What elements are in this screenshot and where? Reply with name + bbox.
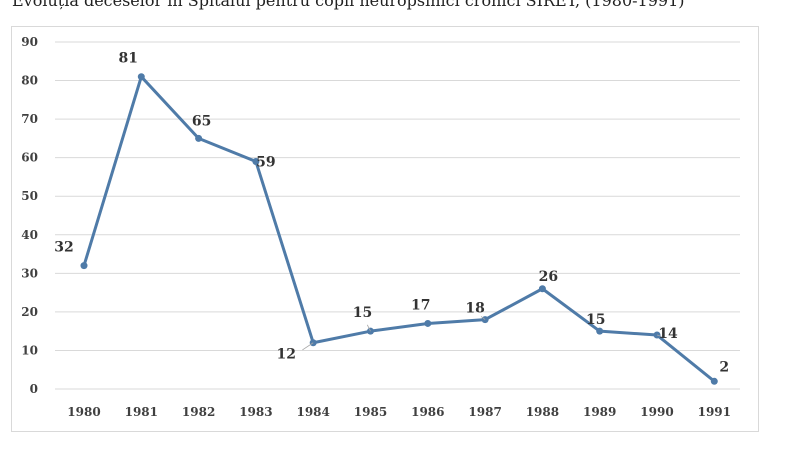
data-label-1991: 2 (719, 359, 729, 375)
y-tick-label-50: 50 (21, 189, 38, 203)
data-point-1981 (137, 73, 145, 81)
data-label-1986: 17 (411, 297, 430, 313)
y-tick-label-60: 60 (21, 151, 38, 165)
y-tick-label-10: 10 (21, 343, 38, 357)
data-label-1982: 65 (192, 113, 211, 129)
data-label-1987: 18 (465, 301, 484, 317)
data-point-1982 (195, 134, 203, 142)
leader-line-1985 (366, 324, 371, 332)
x-tick-label-1990: 1990 (640, 405, 673, 419)
data-label-1985: 15 (353, 305, 372, 321)
chart-title: Evoluția deceselor în Spitalul pentru co… (12, 0, 685, 10)
series-line (82, 75, 716, 383)
x-tick-label-1982: 1982 (182, 405, 215, 419)
data-label-1980: 32 (54, 240, 73, 256)
x-tick-label-1984: 1984 (296, 405, 329, 419)
y-tick-label-0: 0 (30, 382, 38, 396)
y-tick-label-20: 20 (21, 305, 38, 319)
x-tick-label-1985: 1985 (354, 405, 387, 419)
chart-frame (11, 26, 759, 432)
data-label-1990: 14 (658, 326, 678, 342)
y-tick-label-30: 30 (21, 266, 38, 280)
data-point-1989 (596, 327, 604, 335)
leader-line-1984 (302, 342, 314, 351)
y-tick-label-40: 40 (21, 228, 38, 242)
x-tick-label-1986: 1986 (411, 405, 444, 419)
y-tick-label-70: 70 (21, 112, 38, 126)
x-tick-label-1987: 1987 (468, 405, 501, 419)
data-label-1988: 26 (539, 269, 558, 285)
data-label-1989: 15 (586, 312, 605, 328)
y-tick-label-80: 80 (21, 74, 38, 88)
x-tick-label-1988: 1988 (526, 405, 559, 419)
data-point-1983 (252, 158, 260, 166)
data-label-1983: 59 (256, 155, 275, 171)
x-tick-label-1991: 1991 (698, 405, 731, 419)
x-tick-label-1981: 1981 (125, 405, 158, 419)
data-label-1981: 81 (119, 51, 138, 67)
data-point-1988 (538, 285, 546, 293)
data-point-1980 (80, 262, 88, 270)
x-tick-label-1980: 1980 (67, 405, 100, 419)
data-point-1986 (424, 319, 432, 327)
data-label-1984: 12 (276, 347, 295, 363)
y-tick-label-90: 90 (21, 35, 38, 49)
x-tick-label-1989: 1989 (583, 405, 616, 419)
leader-line-1990 (656, 334, 662, 337)
x-tick-label-1983: 1983 (239, 405, 272, 419)
leader-line-1987 (480, 316, 486, 320)
data-point-1991 (710, 377, 718, 385)
